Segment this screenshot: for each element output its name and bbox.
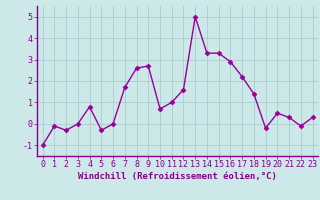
X-axis label: Windchill (Refroidissement éolien,°C): Windchill (Refroidissement éolien,°C) [78,172,277,181]
